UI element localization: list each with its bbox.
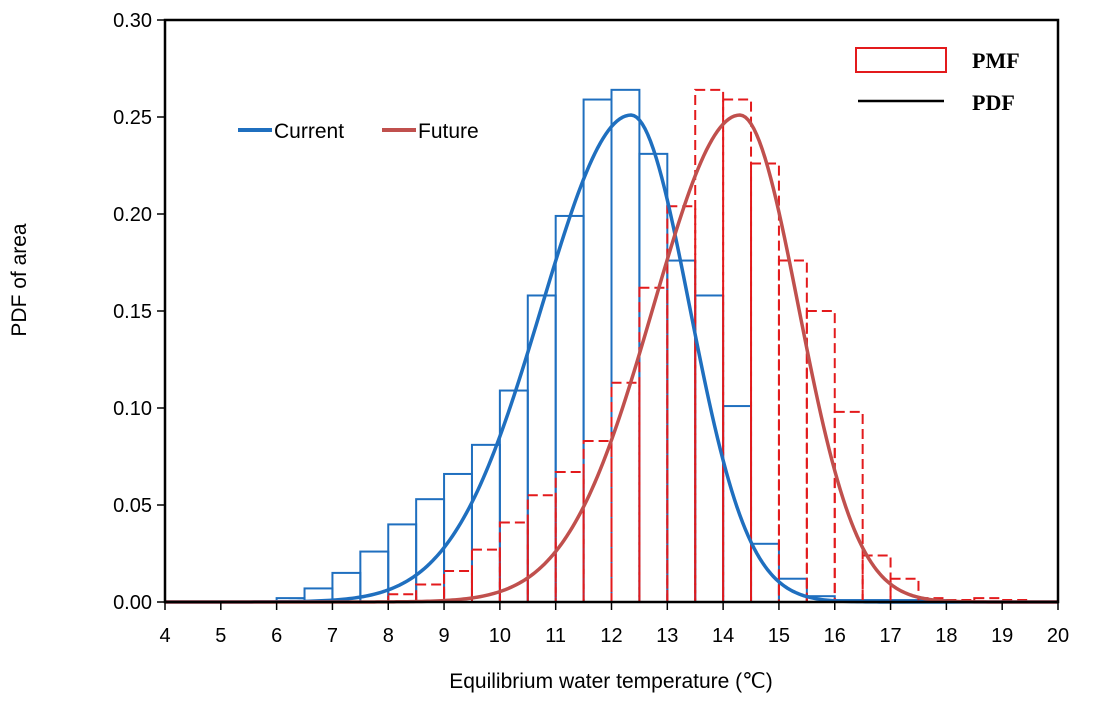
pmf-future-bar (750, 162, 780, 603)
y-axis-ticks (157, 19, 165, 603)
x-tick-label: 4 (159, 625, 170, 647)
pmf-future-bar (582, 439, 613, 604)
x-tick-label: 10 (489, 625, 511, 647)
x-tick-label: 17 (879, 625, 901, 647)
y-tick-label: 0.00 (113, 592, 152, 614)
x-tick-label: 9 (439, 625, 450, 647)
x-tick-label: 20 (1047, 625, 1069, 647)
x-tick-labels: 4 5 6 7 8 9 10 11 12 13 14 15 16 17 18 19 20 (159, 625, 1069, 647)
pmf-current-bar (638, 152, 669, 604)
pmf-current-bar (582, 98, 613, 603)
y-tick-labels: 0.00 0.05 0.10 0.15 0.20 0.25 0.30 (113, 10, 152, 614)
x-tick-label: 19 (991, 625, 1013, 647)
pmf-future-bar (777, 259, 808, 603)
pmf-current-bar (387, 523, 418, 604)
legend-current-label: Current (274, 120, 344, 143)
y-tick-label: 0.15 (113, 301, 152, 323)
x-tick-label: 16 (824, 625, 846, 647)
x-axis-title: Equilibrium water temperature (℃) (449, 670, 773, 693)
pmf-future-bar (889, 577, 920, 603)
legend-pmf-label: PMF (972, 48, 1020, 73)
y-tick-label: 0.05 (113, 495, 152, 517)
y-tick-label: 0.10 (113, 398, 152, 420)
pmf-current-bar (610, 88, 641, 603)
x-tick-label: 13 (656, 625, 678, 647)
y-axis-title: PDF of area (8, 223, 31, 337)
x-tick-label: 7 (327, 625, 338, 647)
x-tick-label: 8 (383, 625, 394, 647)
legend-series: Current Future (238, 120, 479, 143)
x-axis-ticks (164, 602, 1059, 610)
x-tick-label: 5 (215, 625, 226, 647)
pmf-future-bar (554, 471, 585, 603)
legend-future-label: Future (418, 120, 479, 143)
y-tick-label: 0.25 (113, 107, 152, 129)
pmf-future-bars (387, 88, 1032, 604)
x-tick-label: 15 (768, 625, 790, 647)
x-tick-label: 11 (545, 625, 566, 647)
x-tick-label: 14 (712, 625, 734, 647)
x-tick-label: 18 (935, 625, 957, 647)
pmf-future-bar (610, 381, 641, 603)
x-tick-label: 6 (271, 625, 282, 647)
legend-type: PMF PDF (855, 47, 1020, 115)
legend-pdf-label: PDF (972, 90, 1015, 115)
y-tick-label: 0.30 (113, 10, 152, 32)
legend-pmf-swatch (855, 47, 947, 73)
pmf-future-bar (833, 410, 864, 603)
pmf-current-bar (443, 472, 473, 603)
x-tick-label: 12 (600, 625, 622, 647)
pmf-future-bar (526, 494, 557, 603)
pmf-future-bar (722, 98, 753, 603)
y-tick-label: 0.20 (113, 204, 152, 226)
